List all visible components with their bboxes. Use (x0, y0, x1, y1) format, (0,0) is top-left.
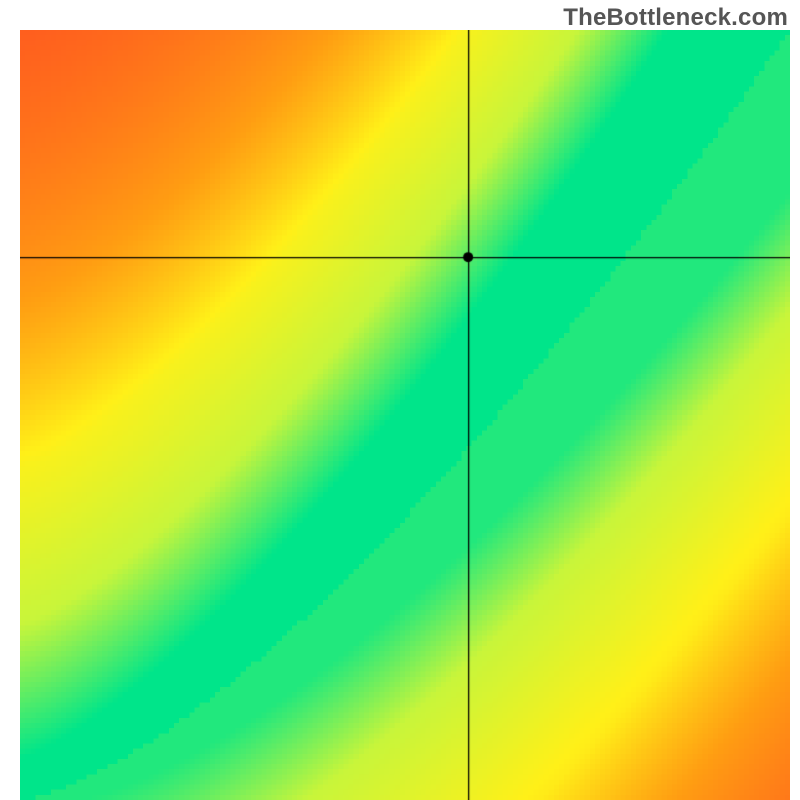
watermark-text: TheBottleneck.com (563, 4, 788, 32)
chart-container: TheBottleneck.com (0, 0, 800, 800)
crosshair-overlay (20, 30, 790, 800)
